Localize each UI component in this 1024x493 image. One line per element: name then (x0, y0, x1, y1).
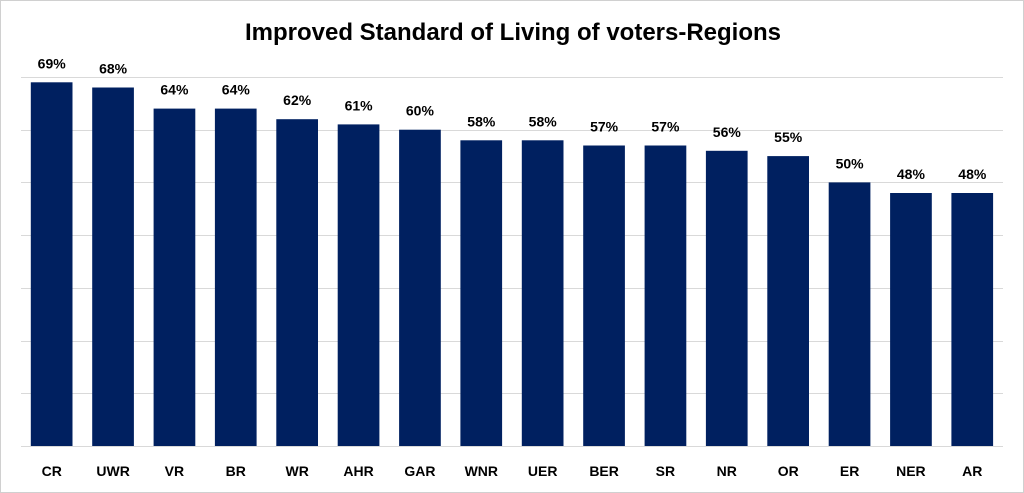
bar-cr (30, 82, 73, 447)
value-labels: 69% 68% 64% 64% 62% 61% 60% 58% 58% 57% 57% 56% 55% 5… (38, 55, 987, 182)
category-label: NER (896, 463, 926, 479)
category-label: AR (962, 463, 982, 479)
value-label: 55% (774, 129, 803, 145)
bar-uwr (92, 87, 134, 446)
category-label: AHR (343, 463, 373, 479)
category-label: UWR (96, 463, 129, 479)
value-label: 60% (406, 103, 435, 119)
bar-wnr (460, 140, 503, 447)
category-label: NR (717, 463, 737, 479)
value-label: 64% (222, 82, 251, 98)
bar-uer (521, 140, 564, 447)
value-label: 68% (99, 61, 128, 77)
bar-er (828, 182, 871, 446)
bar-br (214, 108, 257, 446)
value-label: 50% (836, 155, 865, 171)
bar-ar (951, 193, 994, 446)
bar-ner (890, 193, 932, 446)
category-label: WR (286, 463, 309, 479)
value-label: 57% (651, 119, 680, 135)
category-label: SR (656, 463, 675, 479)
category-label: OR (778, 463, 799, 479)
bar-nr (705, 150, 748, 447)
value-label: 48% (897, 166, 926, 182)
value-label: 61% (345, 97, 374, 113)
value-label: 58% (467, 113, 496, 129)
bar-ber (583, 145, 625, 446)
value-label: 64% (160, 82, 189, 98)
category-label: VR (165, 463, 184, 479)
category-label: ER (840, 463, 859, 479)
category-label: CR (42, 463, 62, 479)
value-label: 69% (38, 55, 67, 71)
category-label: UER (528, 463, 558, 479)
bar-vr (153, 108, 196, 446)
bar-ahr (337, 124, 380, 447)
bars (30, 82, 994, 447)
value-label: 62% (283, 92, 312, 108)
category-label: BR (226, 463, 246, 479)
bar-wr (276, 119, 318, 446)
category-label: BER (589, 463, 619, 479)
chart-title: Improved Standard of Living of voters-Re… (244, 19, 782, 46)
category-labels: CR UWR VR BR WR AHR GAR WNR UER BER SR NR OR ER NER AR (42, 463, 983, 479)
value-label: 57% (590, 119, 619, 135)
value-label: 56% (713, 124, 742, 140)
bar-gar (399, 129, 441, 446)
value-label: 58% (529, 113, 558, 129)
bar-sr (644, 145, 687, 446)
category-label: GAR (404, 463, 435, 479)
bar-or (767, 156, 809, 446)
value-label: 48% (958, 166, 987, 182)
category-label: WNR (465, 463, 498, 479)
